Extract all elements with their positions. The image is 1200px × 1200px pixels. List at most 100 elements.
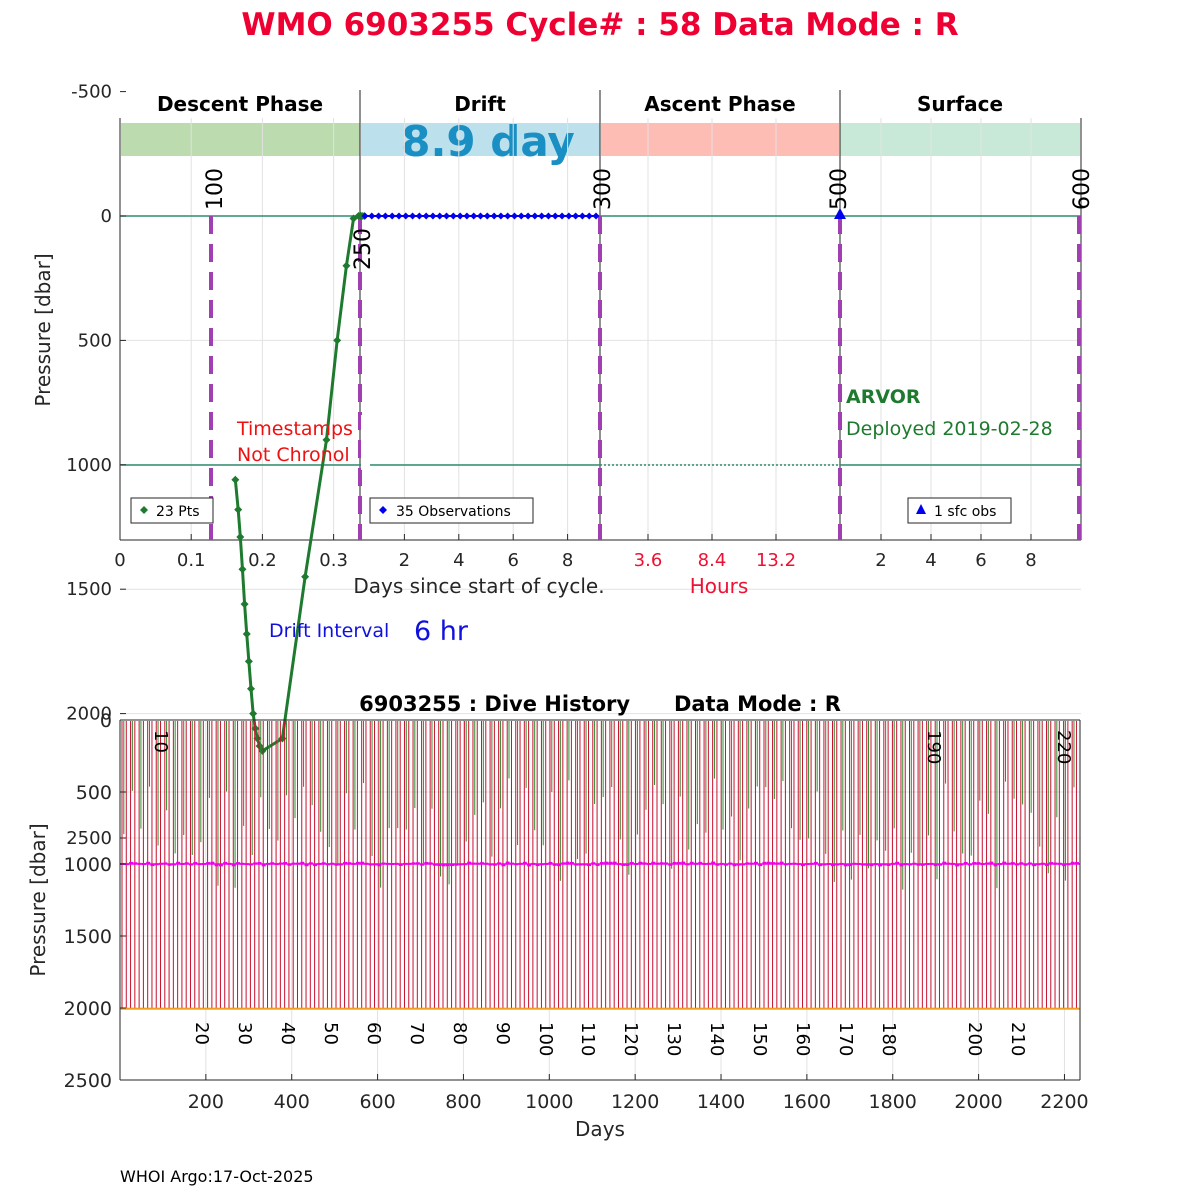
drift-x-label: 4	[453, 550, 464, 571]
descent-x-label: 0	[114, 550, 125, 571]
top-y-label: Pressure [dbar]	[31, 253, 55, 406]
bottom-y-tick-label: 1000	[64, 854, 112, 876]
bottom-x-tick-label: 1400	[697, 1091, 745, 1113]
drift-point	[429, 212, 437, 220]
bottom-x-tick-label: 2200	[1040, 1091, 1088, 1113]
ascent-x-label: 8.4	[698, 550, 727, 571]
bottom-x-label: Days	[575, 1117, 625, 1141]
top-x-label: Days since start of cycle.	[353, 574, 604, 598]
drift-legend: 35 Observations	[369, 497, 534, 524]
bottom-x-tick-label: 1600	[783, 1091, 831, 1113]
page-title: WMO 6903255 Cycle# : 58 Data Mode : R	[241, 7, 958, 43]
drift-series	[361, 212, 600, 220]
descent-point	[333, 336, 342, 345]
drift-point	[470, 212, 478, 220]
bottom-x-tick-label: 600	[359, 1091, 395, 1113]
cycle-label-bottom: 150	[749, 1022, 770, 1056]
bottom-x-tick-label: 800	[445, 1091, 481, 1113]
dive-history-title: 6903255 : Dive History Data Mode : R	[359, 692, 841, 716]
surface-x-label: 2	[875, 550, 886, 571]
cycle-label-bottom: 100	[535, 1022, 556, 1056]
descent-line	[233, 214, 365, 754]
warning-clip	[361, 415, 370, 470]
descent-point	[244, 657, 253, 666]
drift-point	[368, 212, 376, 220]
phase-label-surface: Surface	[917, 92, 1003, 116]
float-type: ARVOR	[846, 386, 921, 408]
drift-x-label: 6	[507, 550, 518, 571]
top-y-tick-label: 1500	[66, 579, 112, 600]
bottom-chart: 6903255 : Dive History Data Mode : R 10 1…	[26, 692, 1089, 1141]
drift-point	[375, 212, 383, 220]
drift-point	[388, 212, 396, 220]
descent-point	[249, 709, 258, 718]
descent-point	[342, 261, 351, 270]
descent-point	[234, 505, 243, 514]
top-x-ticks: 0 0.1 0.2 0.3 2 4 6 8 3.6 8.4 13.2 2 4 6 8	[114, 534, 1037, 571]
drift-point	[510, 212, 518, 220]
descent-point	[236, 532, 245, 541]
surface-x-label: 4	[925, 550, 936, 571]
top-y-tick-label: 2000	[66, 704, 112, 725]
descent-x-label: 0.1	[177, 550, 206, 571]
descent-point	[322, 435, 331, 444]
bottom-x-ticks: 200 400 600 800 1000 1200 1400 1600 1800 2000 2200	[188, 1074, 1089, 1113]
cycle-label-top: 10	[150, 730, 171, 753]
drift-point	[578, 212, 586, 220]
bottom-y-tick-label: 2000	[64, 998, 112, 1020]
deployed-date: Deployed 2019-02-28	[846, 418, 1053, 440]
drift-point	[395, 212, 403, 220]
descent-legend: 23 Pts	[130, 497, 214, 524]
cycle-label-bottom: 140	[706, 1022, 727, 1056]
warning-line-2: Not Chronol	[237, 444, 350, 466]
cycle-label-bottom: 90	[492, 1022, 513, 1045]
descent-point	[240, 600, 249, 609]
cycle-label-bottom: 200	[964, 1022, 985, 1056]
drift-point	[551, 212, 559, 220]
dashed-label-600: 600	[1070, 168, 1095, 210]
ascent-x-label: 13.2	[756, 550, 796, 571]
descent-point	[231, 475, 240, 484]
drift-point	[524, 212, 532, 220]
drift-point	[538, 212, 546, 220]
surface-x-label: 6	[975, 550, 986, 571]
surface-legend-label: 1 sfc obs	[934, 504, 996, 520]
dashed-label-250: 250	[351, 228, 376, 270]
cycle-label-top: 220	[1053, 730, 1074, 764]
top-y-tick-label: 0	[101, 206, 112, 227]
dashed-label-300: 300	[591, 168, 616, 210]
drift-point	[449, 212, 457, 220]
top-y-tick-label: -500	[71, 82, 112, 103]
drift-duration: 8.9 day	[401, 117, 575, 166]
top-y-tick-label: 500	[78, 330, 112, 351]
drift-interval-label: Drift Interval	[269, 620, 389, 642]
bottom-x-tick-label: 1800	[869, 1091, 917, 1113]
phase-label-drift: Drift	[454, 92, 506, 116]
cycle-label-bottom: 110	[577, 1022, 598, 1056]
descent-x-label: 0.3	[319, 550, 348, 571]
drift-point	[443, 212, 451, 220]
bottom-grid	[120, 720, 1080, 1080]
cycle-label-bottom: 210	[1007, 1022, 1028, 1056]
drift-legend-label: 35 Observations	[396, 504, 511, 520]
warning-line-1: Timestamps	[236, 418, 353, 440]
drift-point	[572, 212, 580, 220]
phase-band-descent	[121, 123, 360, 156]
dashed-markers	[209, 216, 1081, 540]
surface-obs-marker	[834, 208, 846, 219]
phase-band-drift	[361, 123, 600, 156]
drift-x-label: 8	[562, 550, 573, 571]
cycle-label-top: 190	[923, 730, 944, 764]
bottom-x-tick-label: 200	[188, 1091, 224, 1113]
drift-point	[585, 212, 593, 220]
drift-point	[436, 212, 444, 220]
cycle-label-bottom: 130	[663, 1022, 684, 1056]
drift-point	[361, 212, 369, 220]
dashed-label-100: 100	[203, 168, 228, 210]
bottom-y-tick-label: 1500	[64, 926, 112, 948]
descent-point	[238, 565, 247, 574]
descent-x-label: 0.2	[248, 550, 277, 571]
cycle-label-bottom: 40	[277, 1022, 298, 1045]
bottom-y-tick-label: 500	[76, 782, 112, 804]
cycle-label-bottom: 160	[792, 1022, 813, 1056]
